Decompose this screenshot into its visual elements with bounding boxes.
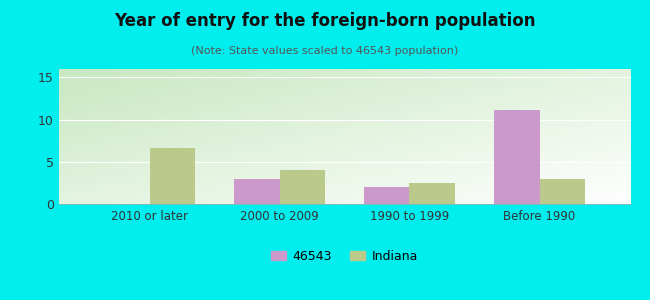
Bar <box>410 183 455 204</box>
Bar <box>540 179 585 204</box>
Bar <box>150 148 195 204</box>
Bar <box>494 110 540 204</box>
Text: Year of entry for the foreign-born population: Year of entry for the foreign-born popul… <box>114 12 536 30</box>
Legend: 46543, Indiana: 46543, Indiana <box>266 245 423 268</box>
Bar <box>280 170 325 204</box>
Text: (Note: State values scaled to 46543 population): (Note: State values scaled to 46543 popu… <box>191 46 459 56</box>
Bar <box>234 179 280 204</box>
Bar <box>364 187 410 204</box>
